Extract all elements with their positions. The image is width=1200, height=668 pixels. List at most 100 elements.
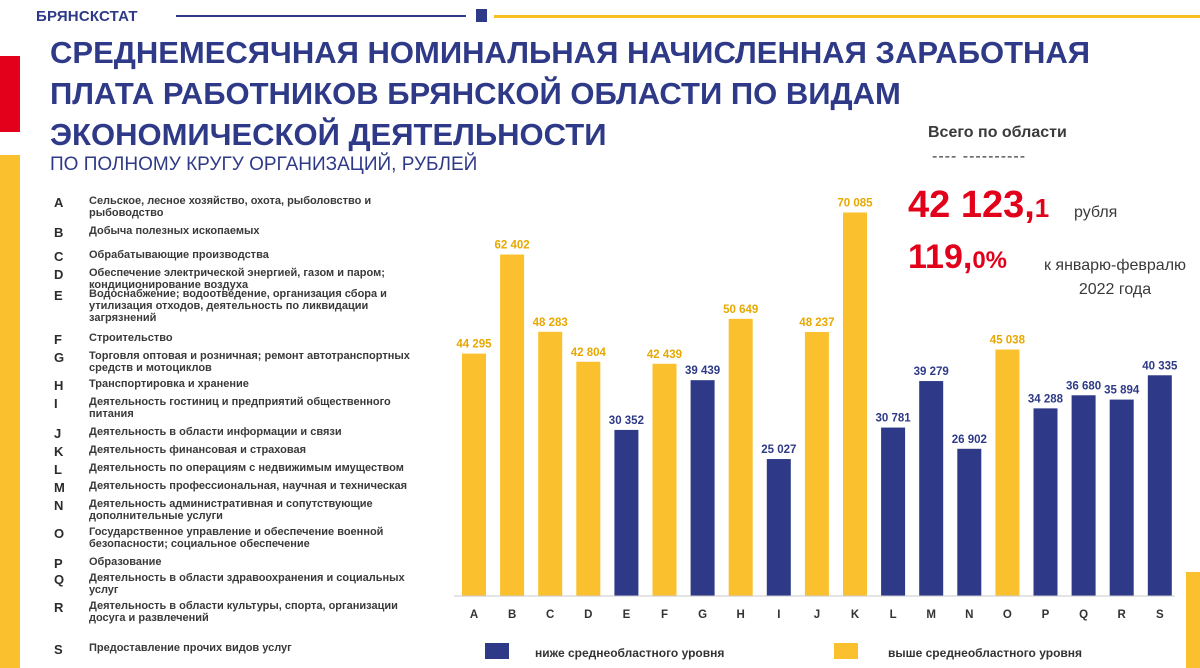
x-tick-label: C — [546, 609, 554, 621]
bar-value-label: 48 283 — [533, 317, 568, 329]
bar-value-label: 26 902 — [952, 434, 987, 446]
bar-c — [538, 331, 563, 596]
activity-code: A — [54, 195, 64, 210]
activity-description: Деятельность в области здравоохранения и… — [89, 572, 405, 596]
activity-description: Сельское, лесное хозяйство, охота, рыбол… — [89, 195, 372, 219]
bar-value-label: 45 038 — [990, 335, 1026, 347]
activity-description: Деятельность гостиниц и предприятий обще… — [89, 396, 391, 420]
activity-description: Деятельность в области культуры, спорта,… — [89, 600, 398, 624]
bar-value-label: 34 288 — [1028, 393, 1064, 405]
activity-code: P — [54, 556, 63, 571]
activity-code: O — [54, 526, 65, 541]
total-value-decimal: 1 — [1034, 193, 1050, 223]
total-comparison: к январю-февралю 2022 года — [1043, 257, 1187, 298]
activity-description: Предоставление прочих видов услуг — [89, 642, 292, 654]
bar-value-label: 39 279 — [914, 366, 949, 378]
bar-value-label: 70 085 — [837, 197, 873, 209]
bar-e — [614, 429, 639, 596]
bar-b — [500, 254, 525, 596]
activity-description: Строительство — [89, 332, 173, 344]
bar-value-label: 35 894 — [1104, 385, 1140, 397]
activity-description: Торговля оптовая и розничная; ремонт авт… — [89, 350, 410, 374]
total-dashes: ---- ---------- — [932, 148, 1027, 165]
total-unit: рубля — [1074, 204, 1118, 221]
brand-logo-text: БРЯНСКСТАТ — [36, 8, 138, 25]
x-tick-label: J — [814, 609, 820, 621]
bar-i — [766, 459, 791, 596]
activity-description: Обеспечение электрической энергией, газо… — [89, 267, 385, 291]
activity-description: Деятельность финансовая и страховая — [89, 444, 307, 456]
x-tick-label: F — [661, 609, 668, 621]
bar-r — [1109, 399, 1134, 596]
bar-m — [919, 381, 944, 596]
legend-swatch-above — [834, 643, 858, 659]
bars-group: 44 295 A 62 402 B 48 283 C 42 804 D 30 352 E 42 43… — [456, 197, 1178, 621]
activity-code: B — [54, 225, 64, 240]
bar-p — [1033, 408, 1058, 596]
bar-a — [462, 353, 486, 596]
activity-code: N — [54, 498, 64, 513]
bar-o — [995, 349, 1020, 596]
bar-k — [843, 212, 867, 596]
left-accent-red — [0, 56, 20, 132]
bar-g — [690, 380, 715, 596]
bar-chart: 44 295 A 62 402 B 48 283 C 42 804 D 30 352 E 42 43… — [454, 197, 1178, 621]
activity-code: D — [54, 267, 64, 282]
legend-label-below: ниже среднеобластного уровня — [535, 646, 725, 660]
total-percent-decimal: 0% — [972, 247, 1007, 274]
left-accent-yellow — [0, 155, 20, 668]
activity-code: L — [54, 462, 62, 477]
bar-value-label: 39 439 — [685, 365, 720, 377]
bar-value-label: 42 439 — [647, 349, 682, 361]
x-tick-label: A — [470, 609, 478, 621]
header-rule-yellow — [494, 15, 1200, 18]
activity-description: Государственное управление и обеспечение… — [89, 526, 384, 550]
bar-value-label: 44 295 — [456, 339, 492, 351]
bar-value-label: 36 680 — [1066, 380, 1101, 392]
x-tick-label: N — [965, 609, 973, 621]
header-rule-navy — [176, 15, 466, 17]
bar-h — [728, 318, 753, 596]
activity-code: Q — [54, 572, 65, 587]
activity-description: Деятельность административная и сопутств… — [89, 498, 373, 522]
activity-code: R — [54, 600, 64, 615]
bar-value-label: 50 649 — [723, 304, 758, 316]
total-percent-main: 119, — [908, 238, 973, 276]
x-tick-label: R — [1118, 609, 1127, 621]
x-tick-label: I — [777, 609, 780, 621]
activity-description: Обрабатывающие производства — [89, 249, 269, 261]
x-tick-label: Q — [1079, 609, 1088, 621]
activity-code: G — [54, 350, 65, 365]
activity-code: F — [54, 332, 62, 347]
activity-description: Образование — [89, 556, 162, 568]
bar-s — [1147, 375, 1172, 596]
bar-value-label: 42 804 — [571, 347, 607, 359]
total-heading: Всего по области — [928, 124, 1067, 141]
bar-l — [881, 427, 906, 596]
activity-description: Деятельность в области информации и связ… — [89, 426, 342, 438]
bar-n — [957, 448, 982, 596]
x-tick-label: P — [1042, 609, 1050, 621]
x-tick-label: B — [508, 609, 516, 621]
bar-value-label: 25 027 — [761, 444, 796, 456]
x-tick-label: M — [926, 609, 936, 621]
x-tick-label: D — [584, 609, 592, 621]
page-subtitle: ПО ПОЛНОМУ КРУГУ ОРГАНИЗАЦИЙ, РУБЛЕЙ — [50, 154, 478, 175]
bar-value-label: 30 352 — [609, 415, 644, 427]
total-value-main: 42 123, — [908, 184, 1035, 226]
activity-description: Добыча полезных ископаемых — [89, 225, 260, 237]
activity-code: I — [54, 396, 58, 411]
activity-description: Водоснабжение; водоотведение, организаци… — [89, 288, 387, 324]
header-rule-square — [476, 9, 487, 22]
x-tick-label: H — [737, 609, 745, 621]
x-tick-label: E — [623, 609, 631, 621]
bar-value-label: 62 402 — [495, 240, 530, 252]
activity-description: Деятельность профессиональная, научная и… — [89, 480, 408, 492]
activity-code: E — [54, 288, 63, 303]
activity-code: M — [54, 480, 65, 495]
bar-q — [1071, 395, 1096, 596]
bar-value-label: 48 237 — [799, 317, 834, 329]
bar-j — [804, 332, 829, 596]
x-tick-label: S — [1156, 609, 1164, 621]
bar-value-label: 40 335 — [1142, 360, 1178, 372]
